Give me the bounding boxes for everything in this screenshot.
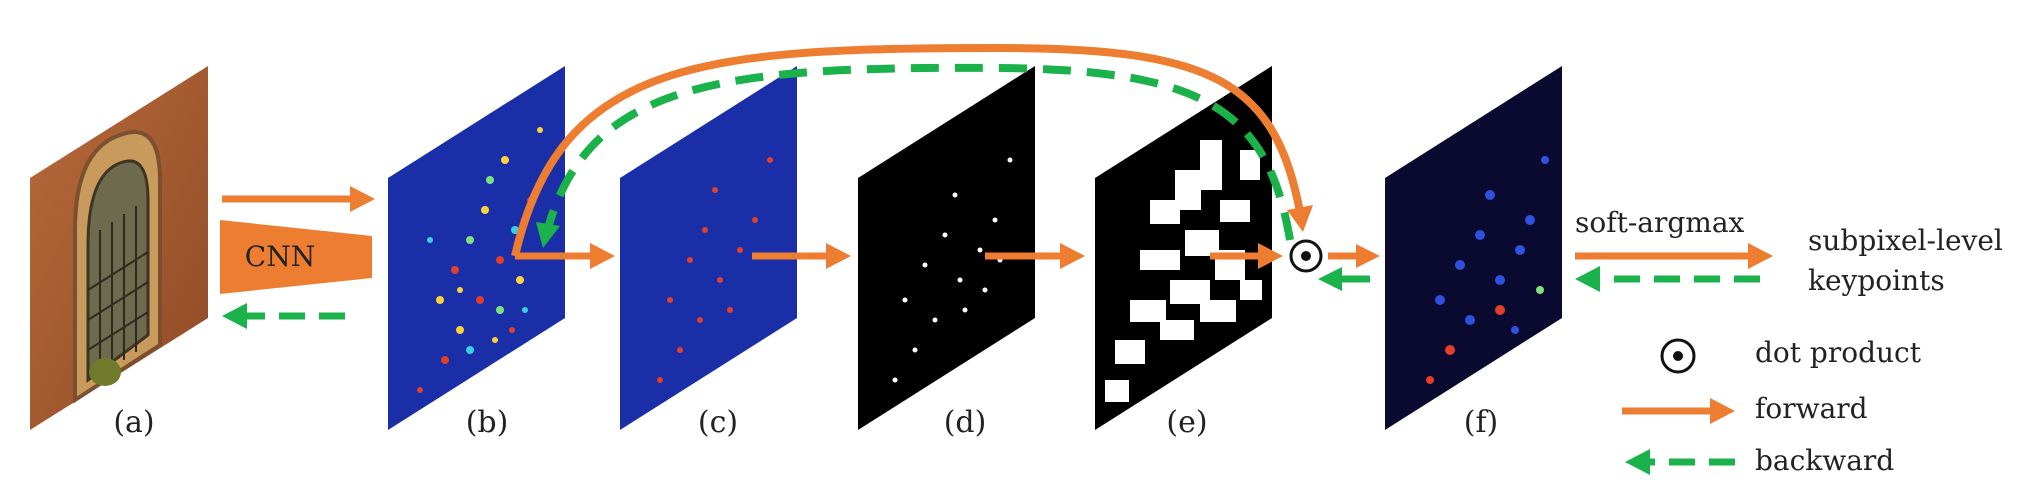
panel-c-heatmap	[620, 66, 797, 430]
cnn-label: CNN	[245, 240, 315, 273]
circled-dot-icon	[1289, 239, 1323, 273]
legend-forward-label: forward	[1755, 392, 1868, 425]
panel-label-a: (a)	[113, 405, 154, 440]
cnn-block: CNN	[220, 220, 372, 294]
legend-forward-arrow-icon	[1622, 398, 1735, 424]
output-label-line1: subpixel-level	[1808, 224, 2003, 257]
legend-backward-arrow-icon	[1625, 449, 1735, 475]
forward-arrows	[222, 43, 1773, 269]
legend-dot-icon	[1660, 338, 1696, 374]
panel-f-heatmap	[1385, 66, 1562, 430]
panel-d-peaks	[858, 66, 1035, 430]
soft-argmax-label: soft-argmax	[1575, 206, 1745, 239]
panel-label-e: (e)	[1166, 405, 1207, 440]
panel-label-f: (f)	[1464, 405, 1499, 440]
panel-a-image	[30, 66, 208, 430]
panel-label-b: (b)	[466, 405, 509, 440]
panel-label-d: (d)	[944, 405, 987, 440]
output-label-line2: keypoints	[1808, 264, 1945, 297]
backward-arrows	[222, 63, 1760, 329]
legend-backward-label: backward	[1755, 444, 1894, 477]
panel-e-mask	[1095, 66, 1272, 430]
panel-b-heatmap	[388, 66, 565, 430]
panel-label-c: (c)	[698, 405, 738, 440]
legend: dot product forward backward	[1622, 336, 1922, 477]
legend-dot-label: dot product	[1755, 336, 1922, 369]
